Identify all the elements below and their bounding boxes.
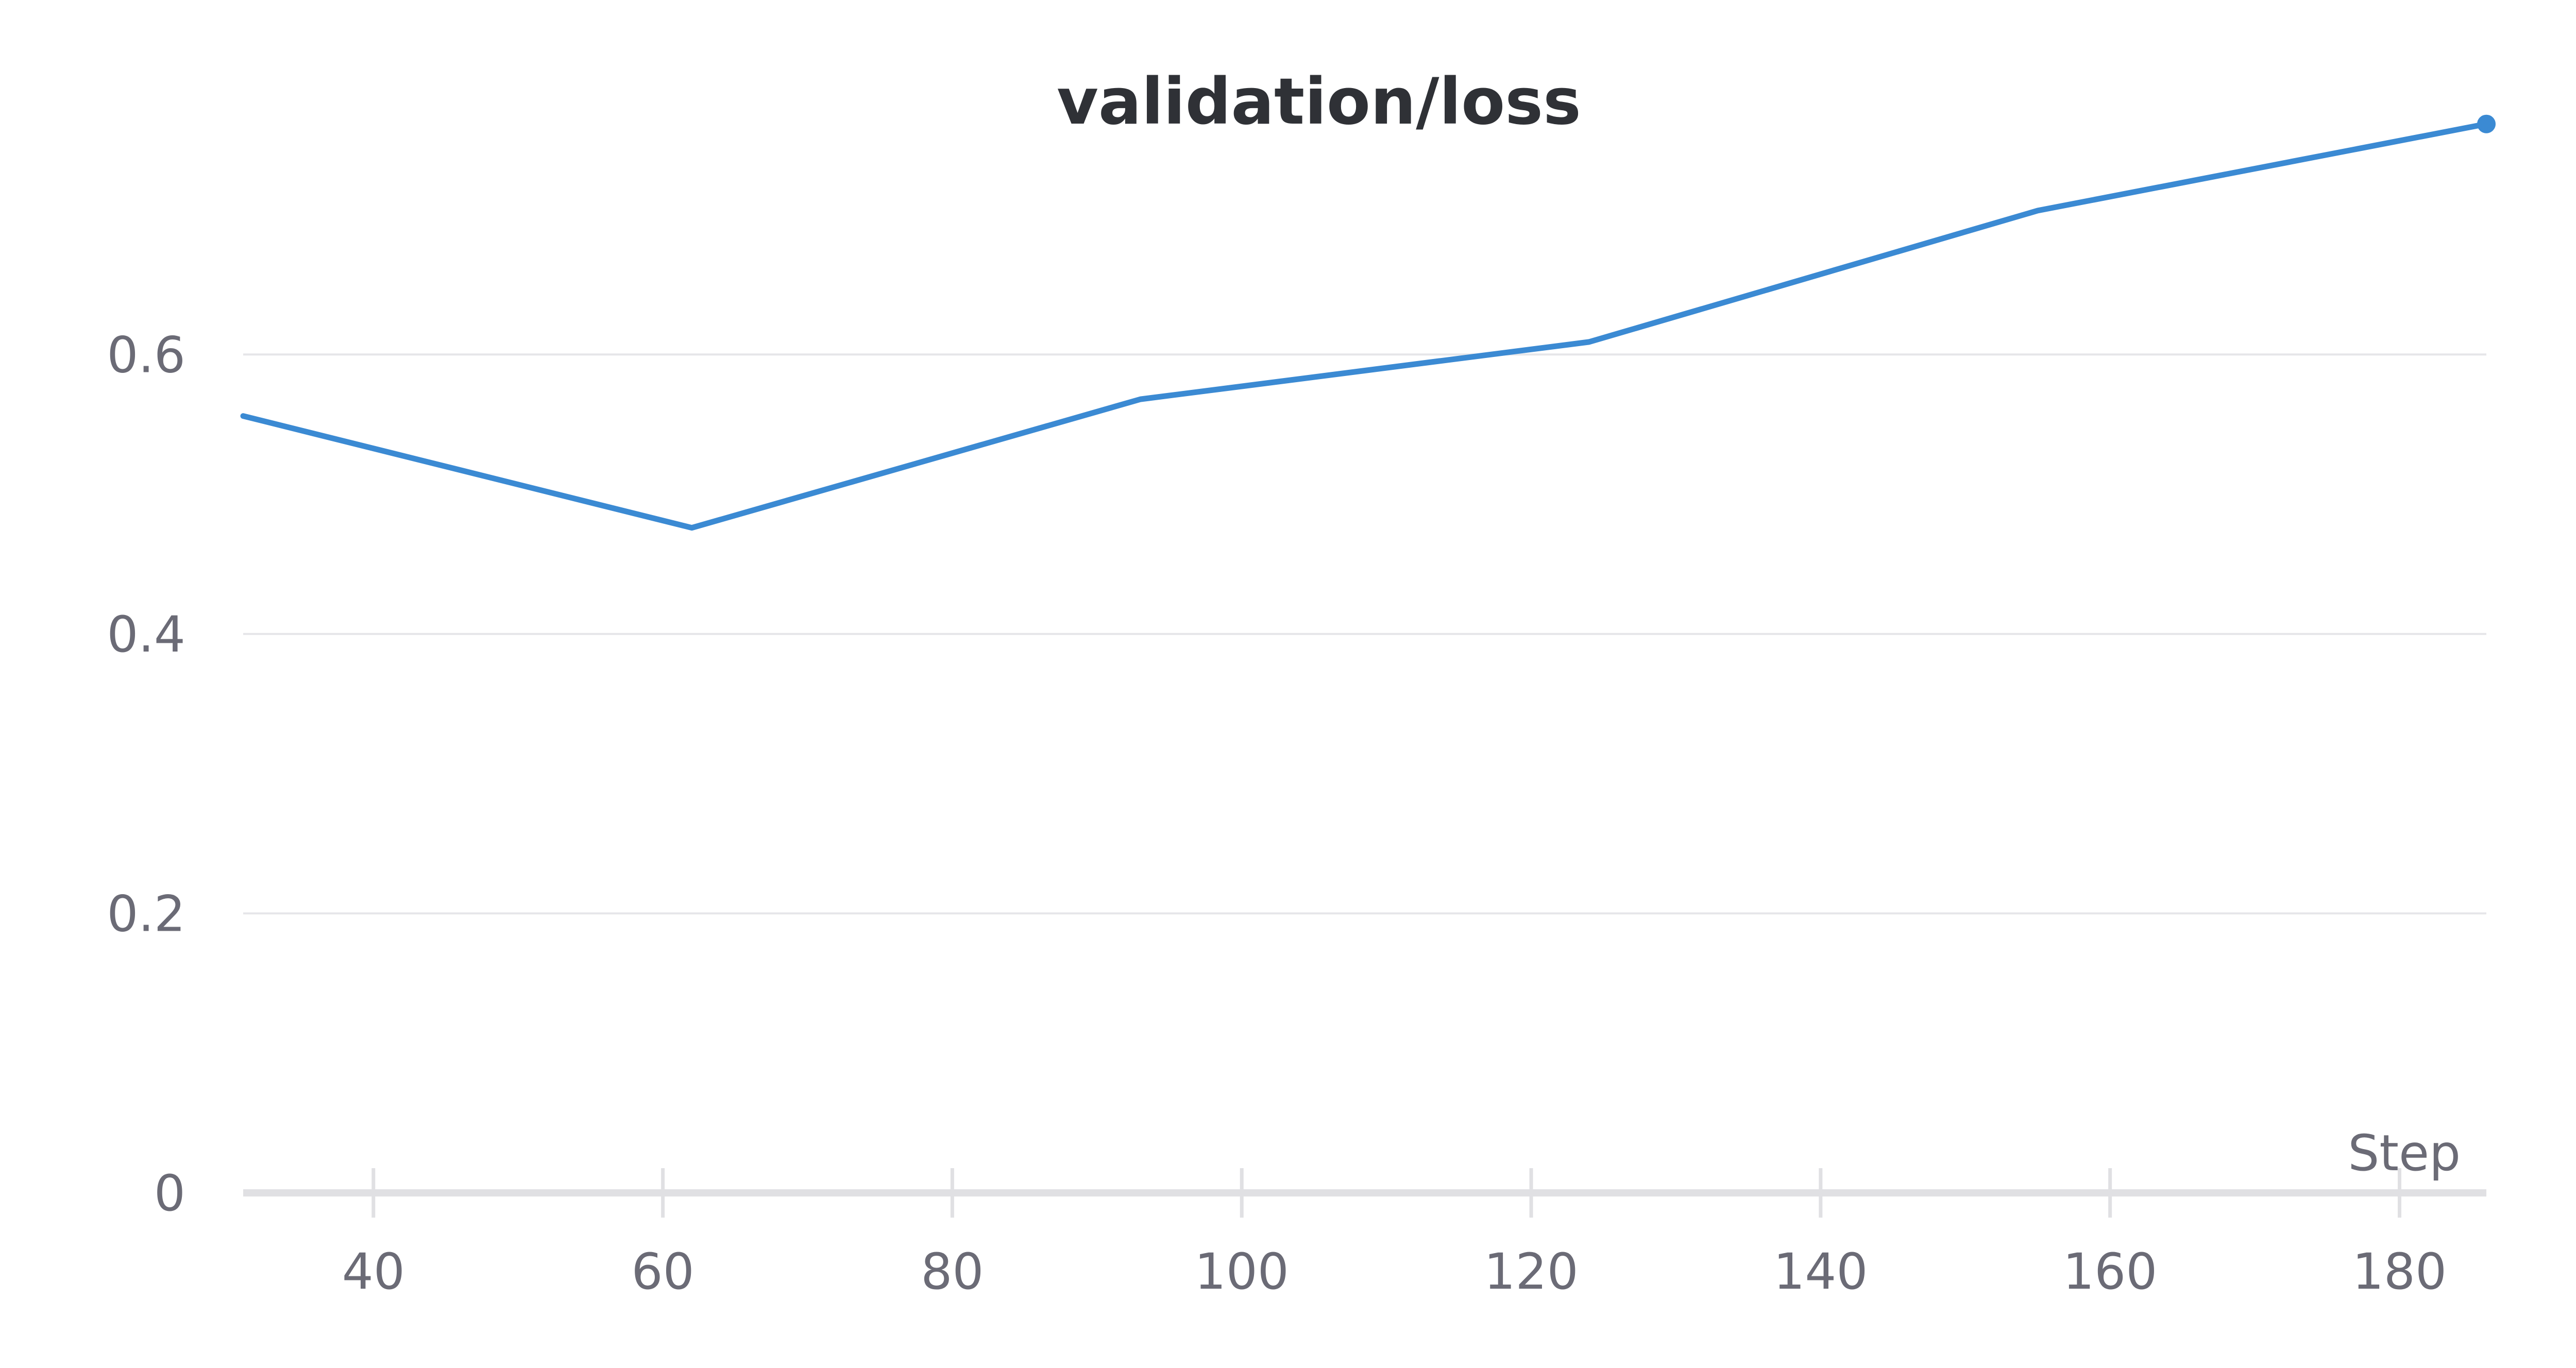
x-tick-label: 80 [921,1243,984,1301]
x-tick-label: 160 [2063,1243,2157,1301]
y-tick-label: 0.4 [107,606,185,663]
x-axis [243,1168,2486,1218]
tick-labels: 0 0.2 0.4 0.6 40 60 80 100 120 140 160 180 [107,326,2447,1301]
x-tick-label: 120 [1484,1243,1578,1301]
x-tick-label: 180 [2352,1243,2447,1301]
x-tick-label: 100 [1195,1243,1289,1301]
x-tick-label: 140 [1773,1243,1868,1301]
series-endpoint-marker [2477,114,2496,133]
x-tick-label: 40 [342,1243,405,1301]
series-lines [240,114,2496,531]
x-tick-label: 60 [632,1243,694,1301]
y-tick-label: 0.2 [107,885,185,943]
series-line [240,121,2489,531]
y-tick-label: 0.6 [107,326,185,384]
chart-title: validation/loss [1057,65,1581,139]
y-tick-label: 0 [154,1165,185,1222]
y-gridlines [243,353,2486,915]
x-axis-label: Step [2348,1124,2461,1182]
